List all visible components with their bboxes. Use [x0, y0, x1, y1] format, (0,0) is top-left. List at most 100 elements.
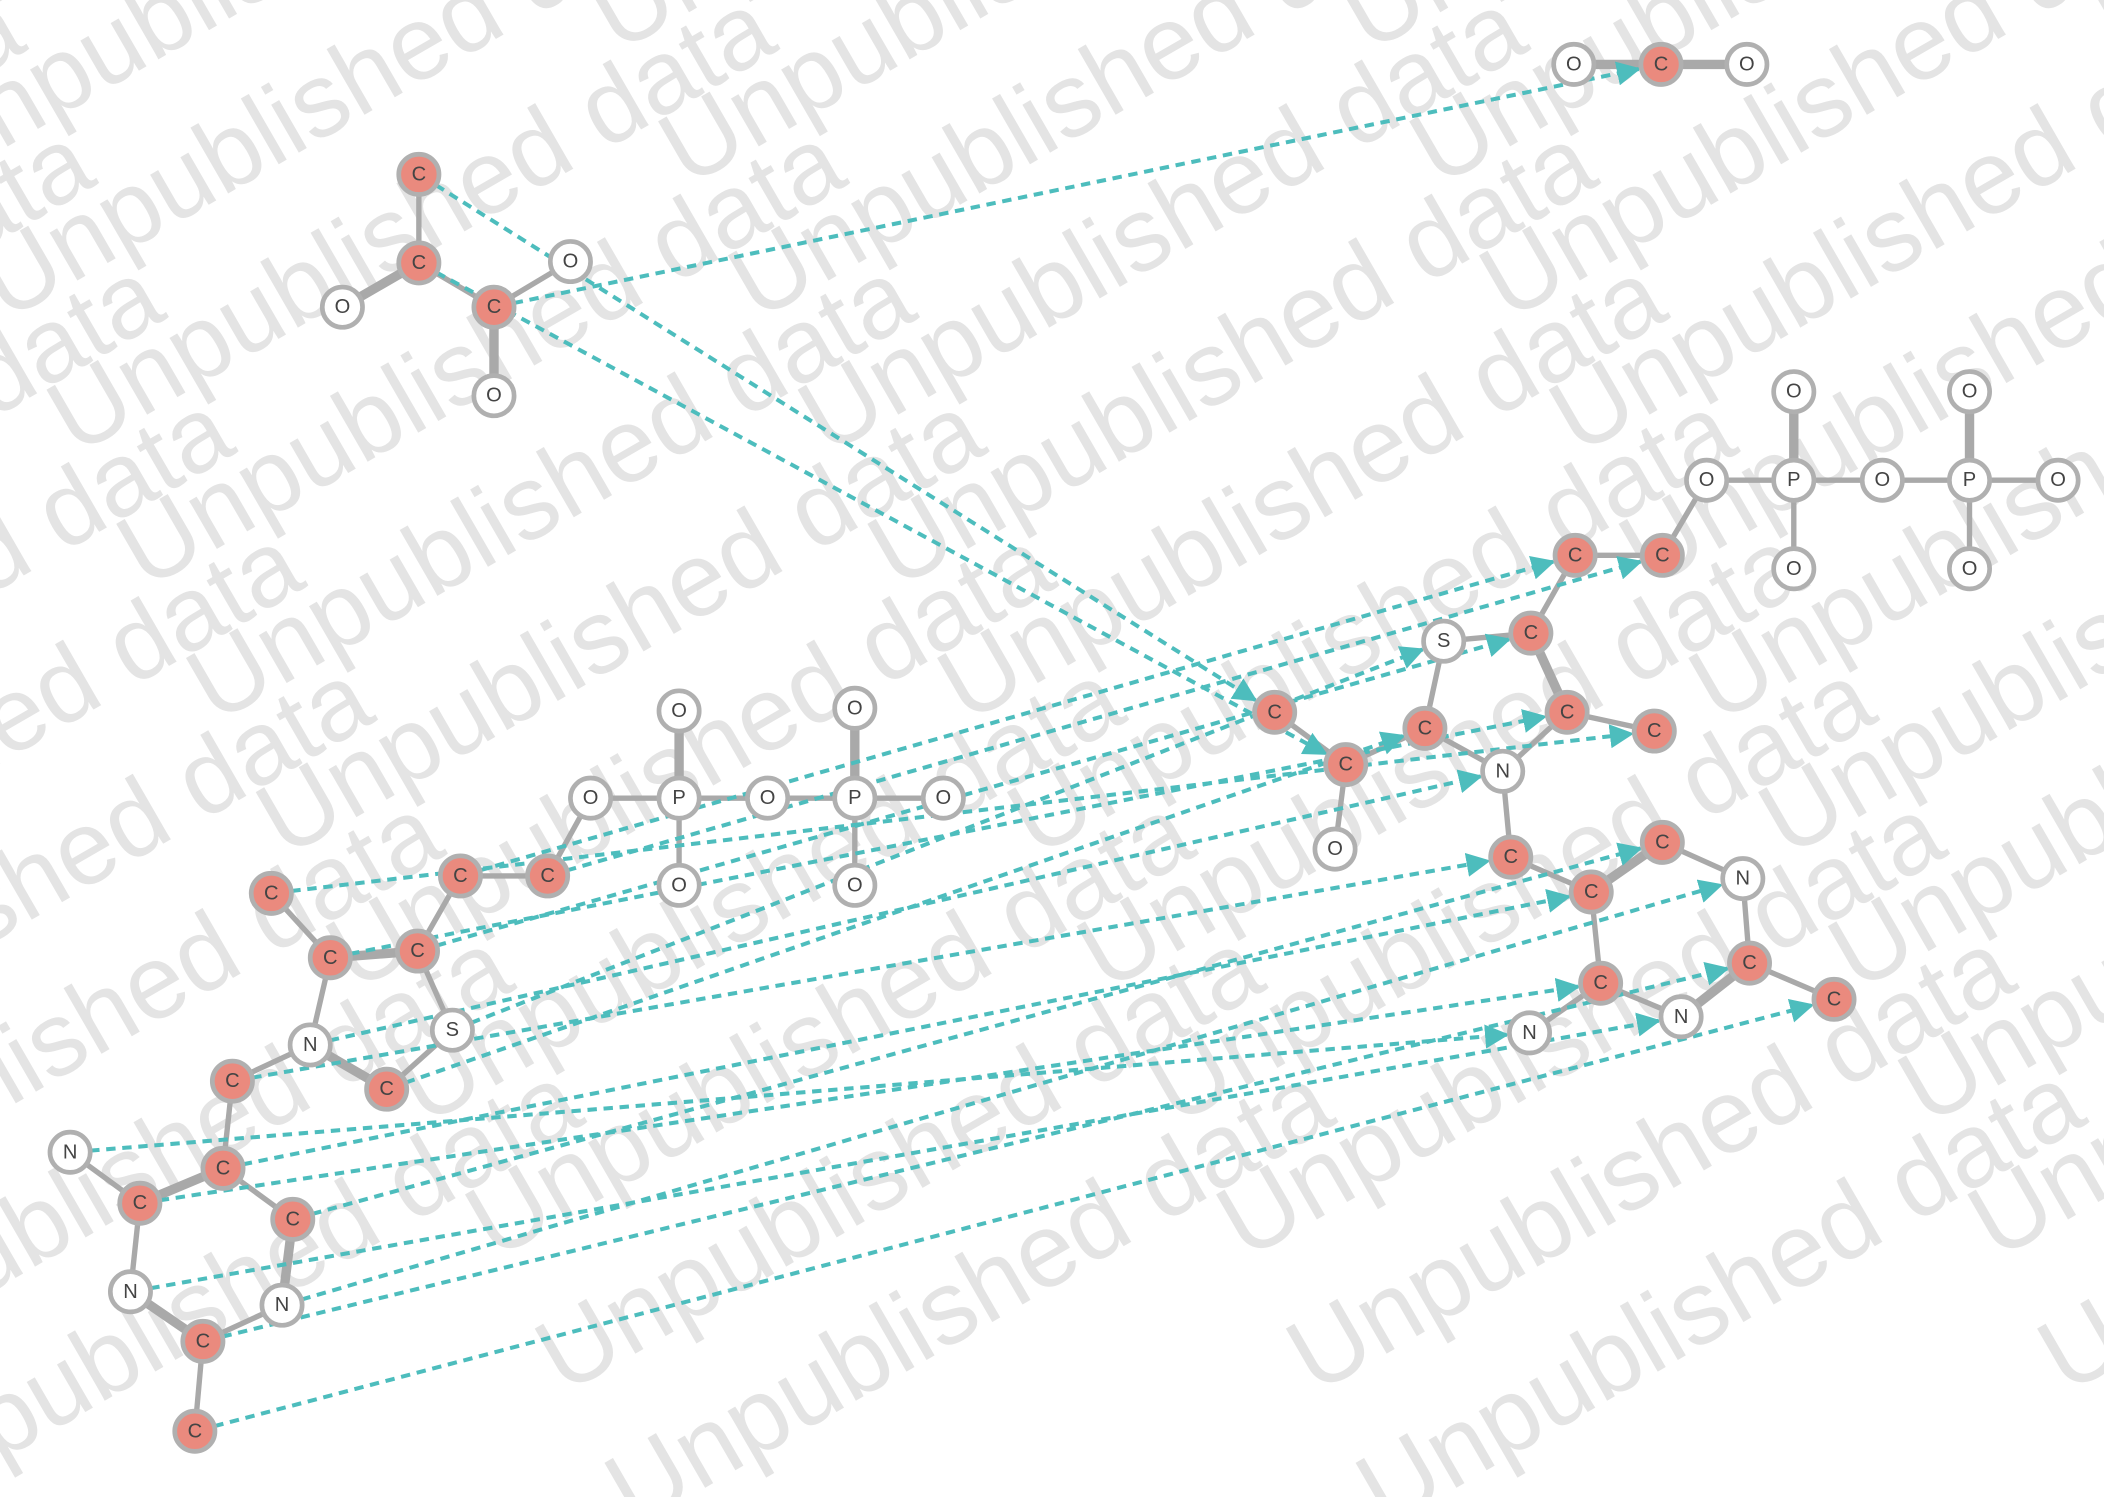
- atom-label: O: [1327, 838, 1343, 860]
- atom-label: C: [1568, 544, 1583, 566]
- atom: [745, 775, 791, 821]
- atom-label: O: [583, 787, 599, 809]
- atom-label: C: [1827, 988, 1842, 1010]
- atom: [1488, 834, 1534, 880]
- atom: [395, 928, 440, 974]
- atom-label: C: [133, 1192, 148, 1214]
- atom-label: O: [1699, 469, 1715, 491]
- atom-label: C: [323, 947, 338, 969]
- atom: [172, 1408, 218, 1454]
- mapping-arrow: [221, 961, 1730, 1339]
- atom: [47, 1129, 93, 1175]
- atom-label: N: [303, 1034, 318, 1056]
- atom: [471, 373, 517, 419]
- atom: [287, 1022, 333, 1068]
- atom: [1480, 748, 1526, 794]
- atom-label: C: [1742, 952, 1757, 974]
- atom-label: N: [1674, 1006, 1689, 1028]
- atom: [396, 151, 442, 197]
- atom-label: C: [540, 865, 555, 887]
- atom: [1402, 705, 1448, 751]
- atom: [1551, 41, 1597, 87]
- atom-label: C: [412, 163, 427, 185]
- atom-label: O: [1566, 53, 1582, 75]
- atom-label: O: [671, 700, 687, 722]
- atom: [1568, 869, 1614, 915]
- mapping-arrow: [436, 633, 1512, 948]
- atom-label: C: [264, 882, 279, 904]
- atom-label: C: [196, 1330, 211, 1352]
- atom: [568, 775, 614, 821]
- atom: [259, 1282, 305, 1328]
- atom: [1578, 960, 1624, 1006]
- mapping-arrow: [470, 646, 1425, 1025]
- atom: [1323, 742, 1369, 788]
- atom: [1638, 41, 1684, 87]
- atom-label: O: [847, 697, 863, 719]
- atom: [1658, 994, 1704, 1040]
- atom-label: N: [1522, 1022, 1537, 1044]
- atom-mappings: [89, 61, 1815, 1429]
- mapping-arrow: [149, 1012, 1662, 1291]
- atom-label: C: [1503, 846, 1518, 868]
- atom-label: O: [1962, 558, 1978, 580]
- atom-label: O: [563, 251, 579, 273]
- atom: [270, 1196, 316, 1242]
- atom: [209, 1058, 255, 1104]
- atom: [437, 853, 483, 899]
- atom: [1639, 532, 1685, 578]
- atom: [2035, 457, 2081, 503]
- atom: [200, 1145, 246, 1191]
- atom: [1544, 689, 1590, 735]
- atom: [656, 688, 702, 734]
- mapping-arrow: [311, 842, 1643, 1216]
- atom: [1859, 457, 1905, 503]
- atom-label: C: [286, 1208, 301, 1230]
- mapping-arrow: [89, 1024, 1510, 1153]
- atom: [656, 775, 702, 821]
- atom: [1312, 826, 1358, 872]
- atom: [396, 240, 442, 286]
- atom: [1771, 546, 1817, 592]
- atom-label: C: [1655, 831, 1670, 853]
- atom: [117, 1180, 163, 1226]
- atom-label: N: [63, 1141, 78, 1163]
- atom-label: C: [1339, 754, 1354, 776]
- atom: [1947, 369, 1992, 415]
- atom-label: C: [1524, 622, 1539, 644]
- atom-label: O: [760, 787, 776, 809]
- atom-label: O: [1786, 381, 1802, 403]
- atom: [1947, 546, 1992, 592]
- mapping-arrow: [513, 61, 1642, 306]
- atom: [832, 775, 878, 821]
- atom-label: C: [1560, 701, 1575, 723]
- atom: [107, 1269, 153, 1315]
- atom-label: N: [1736, 868, 1751, 890]
- atom: [1508, 610, 1554, 656]
- atom-label: C: [1654, 53, 1669, 75]
- atom: [364, 1066, 410, 1112]
- atom-label: C: [1418, 717, 1433, 739]
- atom-label: S: [446, 1019, 459, 1041]
- atom: [248, 870, 294, 916]
- atom: [1631, 708, 1677, 754]
- atom-label: C: [1593, 972, 1608, 994]
- atom: [1720, 856, 1766, 902]
- mapping-arrow: [300, 879, 1724, 1302]
- atom-label: P: [1963, 469, 1976, 491]
- atom-label: C: [379, 1078, 394, 1100]
- atom: [1727, 940, 1772, 986]
- atom-label: O: [2050, 469, 2066, 491]
- mapping-arrow: [213, 999, 1815, 1429]
- atom: [1552, 532, 1598, 578]
- atom-label: O: [847, 874, 863, 896]
- mapping-arrow: [329, 769, 1483, 1043]
- atom-label: O: [1739, 53, 1755, 75]
- atom-label: O: [486, 385, 502, 407]
- atom: [1684, 457, 1730, 503]
- atom: [307, 935, 353, 981]
- atom-label: C: [216, 1157, 231, 1179]
- atom-label: C: [1584, 881, 1599, 903]
